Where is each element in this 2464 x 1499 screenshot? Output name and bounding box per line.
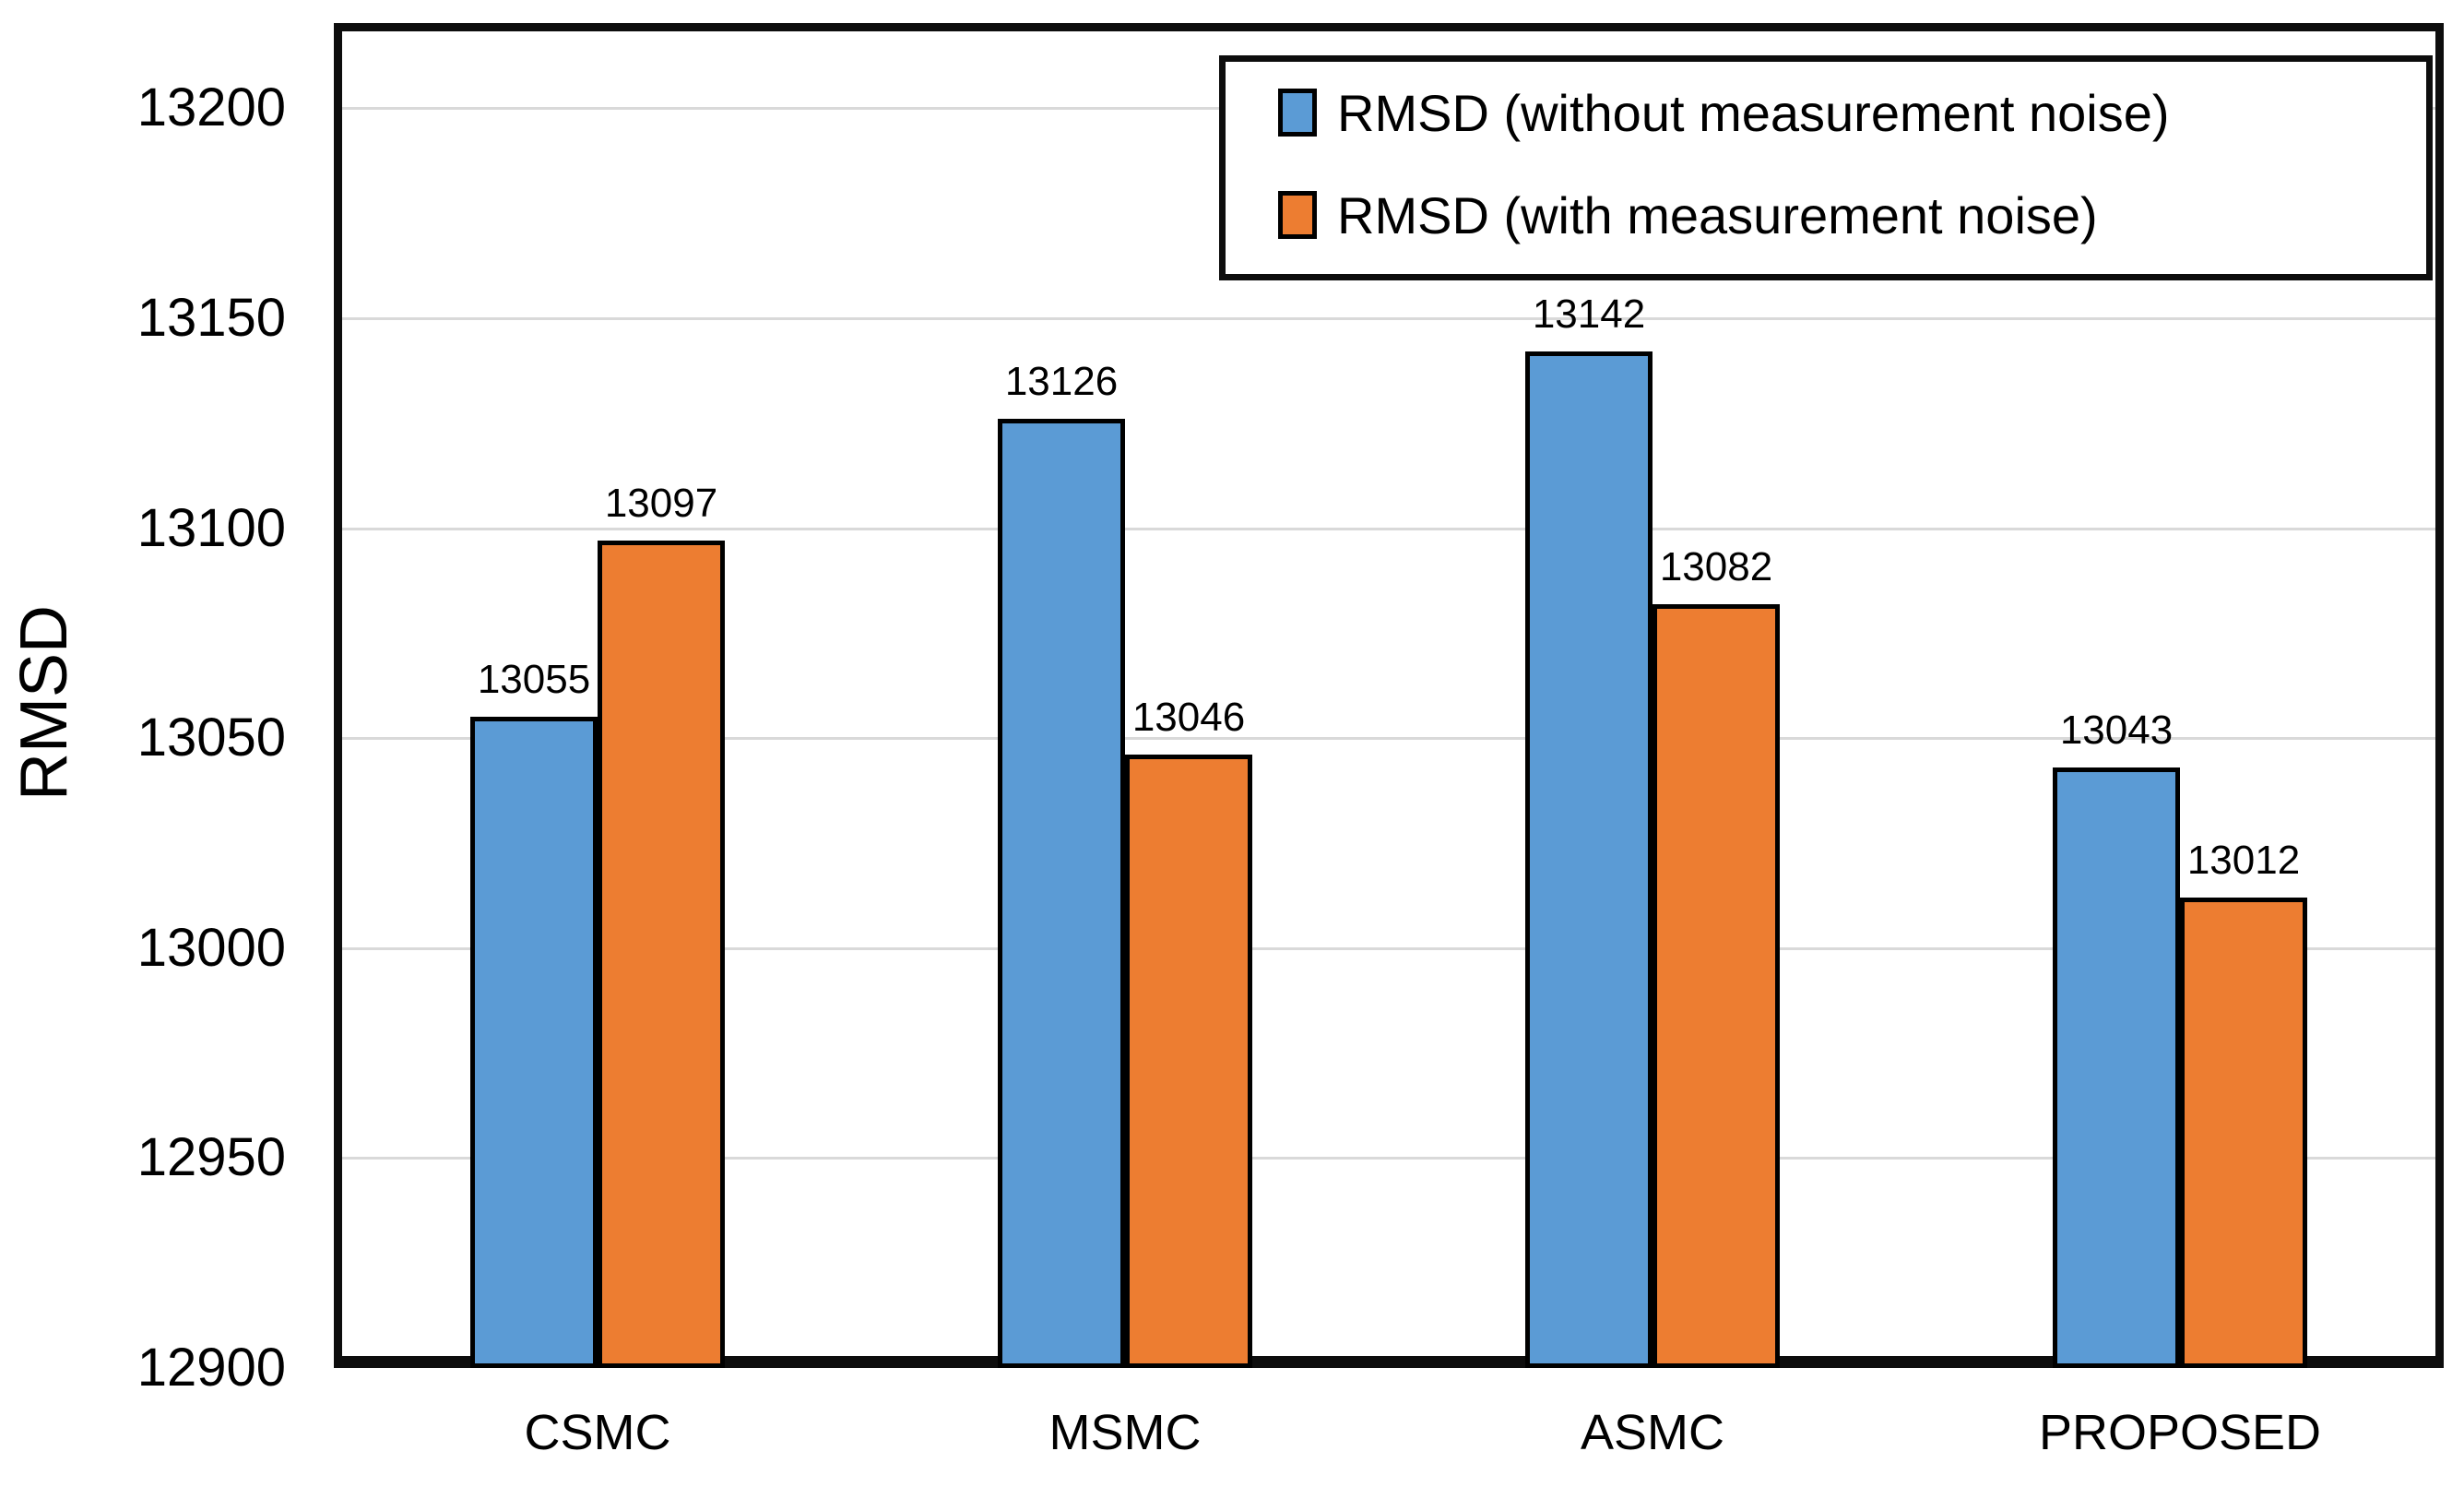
legend-item-2: RMSD (with measurement noise) — [1278, 181, 2098, 249]
x-axis-label-asmc: ASMC — [1580, 1405, 1724, 1460]
y-tick-label-12900: 12900 — [136, 1338, 286, 1398]
plot-area — [334, 23, 2444, 1368]
gridline-13050 — [342, 737, 2435, 741]
gridline-13150 — [342, 317, 2435, 321]
bar-proposed-series2 — [2180, 898, 2307, 1368]
y-tick-label-12950: 12950 — [136, 1127, 286, 1188]
y-tick-label-13100: 13100 — [136, 497, 286, 558]
x-axis-label-proposed: PROPOSED — [2038, 1405, 2322, 1460]
gridline-13100 — [342, 527, 2435, 530]
bar-asmc-series2 — [1653, 603, 1780, 1368]
bar-msmc-series1 — [998, 419, 1125, 1368]
bar-value-label-msmc-series2: 13046 — [1131, 695, 1246, 741]
legend-item-1: RMSD (without measurement noise) — [1278, 78, 2170, 147]
bar-csmc-series1 — [470, 717, 598, 1368]
legend: RMSD (without measurement noise) RMSD (wi… — [1219, 55, 2433, 280]
bar-csmc-series2 — [598, 541, 725, 1368]
gridline-12950 — [342, 1157, 2435, 1160]
bar-msmc-series2 — [1125, 755, 1252, 1368]
legend-swatch-2 — [1278, 191, 1317, 239]
bar-value-label-asmc-series2: 13082 — [1659, 543, 1773, 589]
gridline-13000 — [342, 946, 2435, 950]
x-axis-label-csmc: CSMC — [524, 1405, 671, 1460]
bar-value-label-proposed-series1: 13043 — [2059, 708, 2174, 754]
bar-value-label-csmc-series2: 13097 — [604, 481, 718, 527]
x-axis-label-msmc: MSMC — [1048, 1405, 1202, 1460]
legend-label-2: RMSD (with measurement noise) — [1337, 185, 2098, 244]
legend-swatch-1 — [1278, 89, 1317, 137]
legend-label-1: RMSD (without measurement noise) — [1337, 83, 2170, 142]
y-tick-label-13200: 13200 — [136, 77, 286, 138]
bar-value-label-proposed-series2: 13012 — [2186, 838, 2301, 884]
y-tick-label-13050: 13050 — [136, 708, 286, 768]
bar-value-label-asmc-series1: 13142 — [1532, 291, 1646, 338]
y-tick-label-13000: 13000 — [136, 917, 286, 978]
bar-asmc-series1 — [1525, 351, 1653, 1368]
bar-value-label-msmc-series1: 13126 — [1004, 359, 1119, 405]
y-tick-label-13150: 13150 — [136, 288, 286, 349]
bar-value-label-csmc-series1: 13055 — [477, 657, 591, 703]
bar-proposed-series1 — [2053, 767, 2180, 1368]
